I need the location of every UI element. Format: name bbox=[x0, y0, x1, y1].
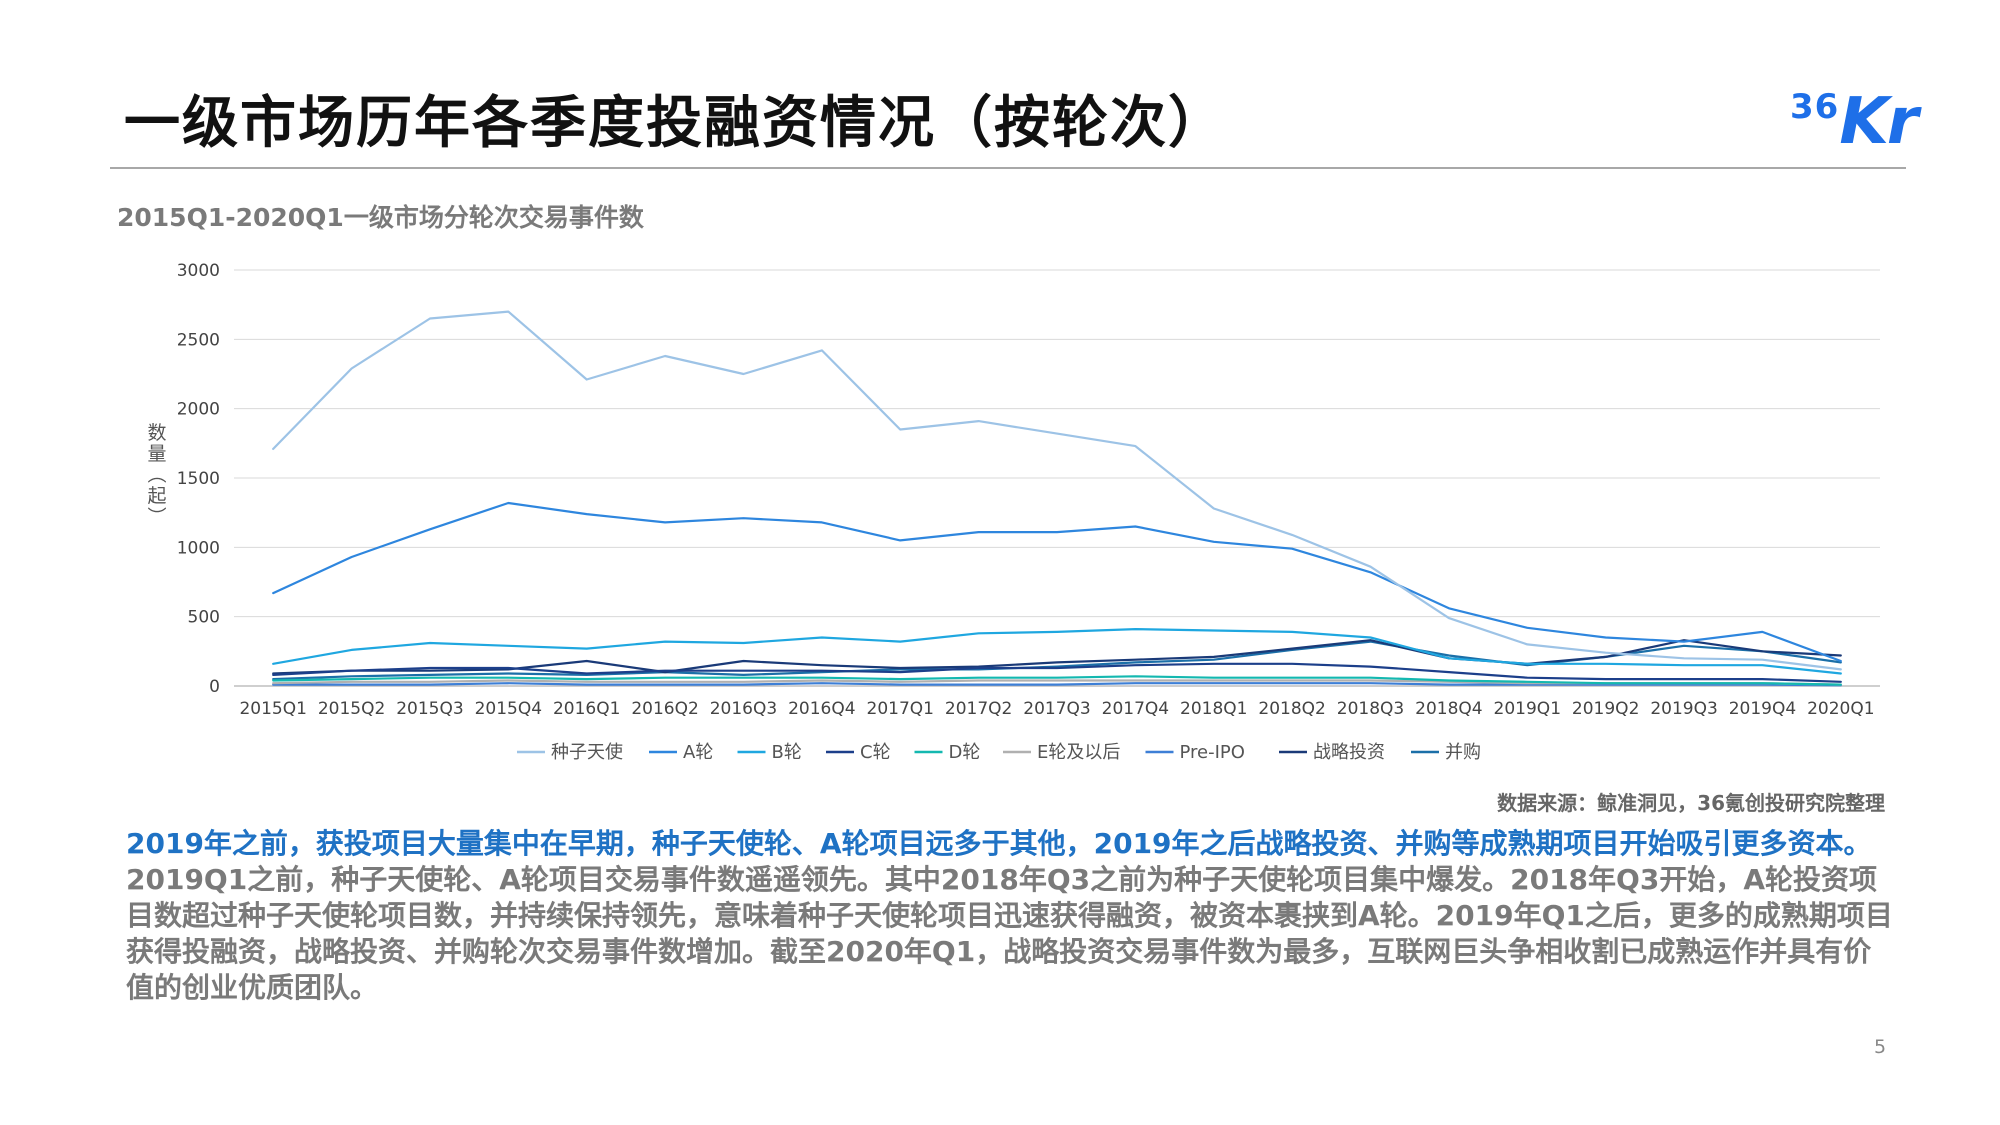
legend-label: E轮及以后 bbox=[1037, 742, 1120, 763]
summary-paragraph: 2019年之前，获投项目大量集中在早期，种子天使轮、A轮项目远多于其他，2019… bbox=[126, 826, 1896, 1006]
legend-label: A轮 bbox=[683, 742, 713, 763]
x-tick-label: 2018Q3 bbox=[1337, 699, 1404, 719]
y-tick-label: 3000 bbox=[177, 261, 220, 281]
x-tick-label: 2015Q2 bbox=[318, 699, 385, 719]
series-line bbox=[272, 501, 1842, 663]
x-tick-label: 2019Q1 bbox=[1494, 699, 1561, 719]
chart-series bbox=[272, 310, 1842, 687]
y-tick-label: 1000 bbox=[177, 538, 220, 558]
x-tick-label: 2017Q3 bbox=[1023, 699, 1090, 719]
series-line bbox=[272, 627, 1842, 675]
y-axis-title-char: 量 bbox=[147, 443, 166, 465]
page-title: 一级市场历年各季度投融资情况（按轮次） bbox=[124, 91, 1226, 156]
legend-label: D轮 bbox=[949, 742, 981, 763]
series-line bbox=[272, 675, 1842, 686]
x-tick-label: 2017Q4 bbox=[1102, 699, 1169, 719]
y-tick-label: 2500 bbox=[177, 330, 220, 350]
legend-label: C轮 bbox=[860, 742, 891, 763]
y-axis-title-char: 数 bbox=[147, 422, 166, 444]
x-tick-label: 2020Q1 bbox=[1807, 699, 1874, 719]
x-tick-label: 2016Q2 bbox=[631, 699, 698, 719]
y-tick-label: 1500 bbox=[177, 469, 220, 489]
title-divider bbox=[110, 167, 1906, 169]
x-tick-label: 2017Q2 bbox=[945, 699, 1012, 719]
x-tick-label: 2015Q1 bbox=[239, 699, 306, 719]
brand-logo: 36Kr bbox=[1790, 87, 1918, 154]
x-tick-label: 2018Q1 bbox=[1180, 699, 1247, 719]
page-number: 5 bbox=[1874, 1036, 1887, 1058]
y-axis-title-char: ） bbox=[145, 506, 167, 525]
series-line bbox=[272, 640, 1842, 681]
series-line bbox=[272, 662, 1842, 683]
y-axis-ticks: 0 500 1000 1500 2000 2500 3000 bbox=[177, 261, 220, 697]
x-tick-label: 2015Q3 bbox=[396, 699, 463, 719]
x-tick-label: 2019Q2 bbox=[1572, 699, 1639, 719]
x-tick-label: 2016Q1 bbox=[553, 699, 620, 719]
x-tick-label: 2019Q4 bbox=[1729, 699, 1796, 719]
x-tick-label: 2019Q3 bbox=[1650, 699, 1717, 719]
y-tick-label: 500 bbox=[188, 608, 220, 628]
x-axis-ticks: 2015Q1 2015Q2 2015Q3 2015Q4 2016Q1 2016Q2 2016… bbox=[239, 699, 1874, 719]
legend-label: 战略投资 bbox=[1313, 742, 1385, 763]
y-tick-label: 0 bbox=[209, 677, 220, 697]
summary-body: 2019Q1之前，种子天使轮、A轮项目交易事件数遥遥领先。其中2018年Q3之前… bbox=[126, 863, 1893, 1004]
y-tick-label: 2000 bbox=[177, 400, 220, 420]
series-line bbox=[272, 310, 1842, 671]
chart-title: 2015Q1-2020Q1一级市场分轮次交易事件数 bbox=[117, 203, 644, 232]
logo-letters: Kr bbox=[1839, 85, 1918, 159]
legend-label: Pre-IPO bbox=[1180, 742, 1245, 763]
x-tick-label: 2015Q4 bbox=[475, 699, 542, 719]
chart-legend: 种子天使 A轮 B轮 C轮 D轮 E轮及以后 Pre-IPO 战略投资 并购 bbox=[517, 742, 1481, 763]
x-tick-label: 2018Q2 bbox=[1258, 699, 1325, 719]
chart-gridlines bbox=[234, 269, 1880, 687]
y-axis-title-char: （ bbox=[145, 464, 167, 483]
data-source-note: 数据来源：鲸准洞见，36氪创投研究院整理 bbox=[1497, 791, 1885, 815]
y-axis-title-char: 起 bbox=[147, 485, 166, 507]
series-line bbox=[272, 682, 1842, 687]
x-tick-label: 2016Q4 bbox=[788, 699, 855, 719]
x-tick-label: 2016Q3 bbox=[710, 699, 777, 719]
y-axis-title: 数量（ 起） bbox=[145, 422, 167, 526]
x-tick-label: 2017Q1 bbox=[867, 699, 934, 719]
series-line bbox=[272, 639, 1842, 675]
x-tick-label: 2018Q4 bbox=[1415, 699, 1482, 719]
legend-label: 种子天使 bbox=[551, 742, 623, 763]
summary-highlight: 2019年之前，获投项目大量集中在早期，种子天使轮、A轮项目远多于其他，2019… bbox=[126, 827, 1872, 860]
legend-label: 并购 bbox=[1445, 742, 1481, 763]
logo-number: 36 bbox=[1790, 87, 1840, 127]
legend-label: B轮 bbox=[772, 742, 802, 763]
